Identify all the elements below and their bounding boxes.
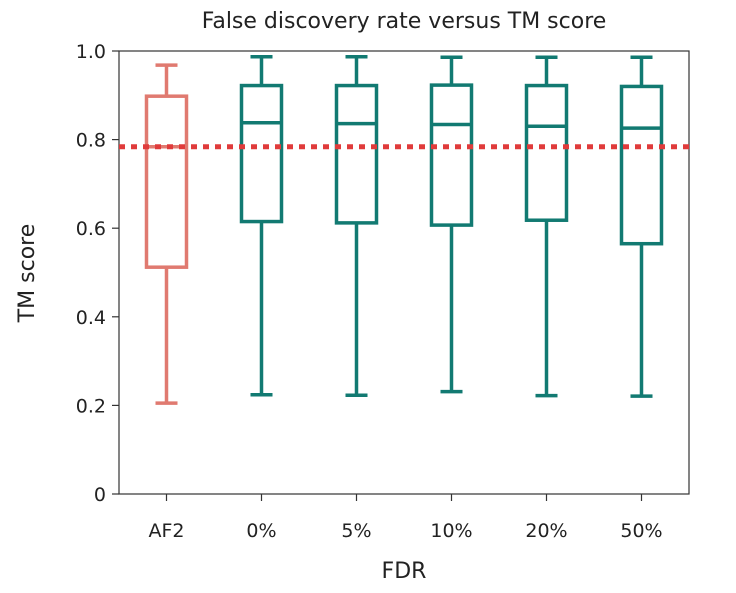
plot-area: 0 0.2 0.4 0.6 0.8 1.0 AF2 0% 5% 10% 20% 50% (76, 41, 690, 542)
box-50% (619, 84, 664, 246)
y-tick-label: 0 (94, 484, 106, 506)
x-axis-label: FDR (382, 559, 427, 584)
y-tick-label: 0.4 (76, 307, 106, 329)
box-10% (429, 83, 474, 227)
y-tick-label: 0.2 (76, 395, 106, 417)
x-tick-label: 20% (525, 520, 567, 542)
box-20% (524, 83, 569, 222)
box-AF2 (144, 94, 189, 269)
plot-frame (118, 50, 690, 495)
x-tick-label: 50% (620, 520, 662, 542)
y-tick-label: 1.0 (76, 41, 106, 63)
y-tick-label: 0.6 (76, 218, 106, 240)
x-tick-label: AF2 (148, 520, 184, 542)
y-axis-label: TM score (15, 224, 40, 324)
box-0% (239, 83, 284, 224)
x-tick-label: 0% (246, 520, 276, 542)
chart-title: False discovery rate versus TM score (202, 9, 607, 34)
y-tick-label: 0.8 (76, 130, 106, 152)
x-tick-label: 5% (341, 520, 371, 542)
box-5% (334, 83, 379, 225)
x-tick-label: 10% (430, 520, 472, 542)
